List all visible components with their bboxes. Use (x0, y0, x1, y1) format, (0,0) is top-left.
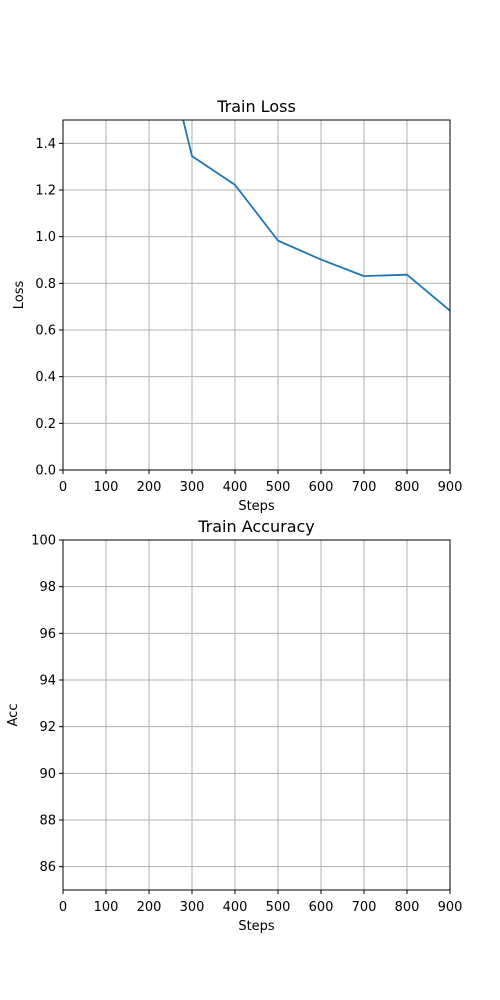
loss-y-axis-label: Loss (12, 281, 27, 310)
loss-x-tick-label: 500 (266, 480, 291, 495)
accuracy-x-tick-label: 200 (137, 900, 162, 915)
loss-y-tick-label: 1.0 (35, 230, 56, 245)
loss-y-ticks: 0.0 0.2 0.4 0.6 0.8 1.0 1.2 1.4 (35, 137, 63, 479)
loss-y-tick-label: 0.2 (35, 417, 56, 432)
accuracy-x-tick-label: 100 (94, 900, 119, 915)
accuracy-y-tick-label: 100 (31, 534, 56, 549)
loss-grid (62, 120, 451, 471)
loss-x-tick-label: 300 (180, 480, 205, 495)
accuracy-x-tick-label: 700 (352, 900, 377, 915)
accuracy-chart-title: Train Accuracy (197, 517, 315, 536)
accuracy-y-tick-label: 98 (39, 580, 56, 595)
accuracy-x-tick-label: 500 (266, 900, 291, 915)
accuracy-y-tick-label: 86 (39, 860, 56, 875)
accuracy-y-tick-label: 88 (39, 814, 56, 829)
loss-x-tick-label: 0 (59, 480, 67, 495)
accuracy-plot-frame (62, 539, 451, 891)
accuracy-y-tick-label: 90 (39, 767, 56, 782)
loss-x-tick-label: 400 (223, 480, 248, 495)
loss-y-tick-label: 0.8 (35, 277, 56, 292)
loss-x-tick-label: 900 (438, 480, 463, 495)
loss-series-line (182, 120, 450, 312)
loss-chart: 0 100 200 300 400 500 600 700 800 900 0.00.20.40.… (12, 97, 463, 514)
loss-x-tick-label: 800 (395, 480, 420, 495)
loss-x-tick-label: 700 (352, 480, 377, 495)
loss-y-tick-label: 1.2 (35, 184, 56, 199)
loss-chart-title: Train Loss (216, 97, 296, 116)
accuracy-y-tick-label: 94 (39, 674, 56, 689)
accuracy-x-tick-label: 600 (309, 900, 334, 915)
loss-y-tick-label: 1.4 (35, 137, 56, 152)
accuracy-x-tick-label: 300 (180, 900, 205, 915)
accuracy-y-ticks: 86 88 90 92 94 96 98 100 (31, 534, 63, 875)
loss-y-tick-label: 0.4 (35, 370, 56, 385)
loss-y-tick-label: 0.0 (35, 464, 56, 479)
accuracy-x-tick-label: 900 (438, 900, 463, 915)
accuracy-x-axis-label: Steps (238, 919, 275, 934)
accuracy-x-tick-label: 400 (223, 900, 248, 915)
accuracy-x-tick-label: 0 (59, 900, 67, 915)
accuracy-y-tick-label: 92 (39, 720, 56, 735)
accuracy-y-axis-label: Acc (6, 704, 21, 727)
loss-x-tick-label: 600 (309, 480, 334, 495)
loss-x-axis-label: Steps (238, 499, 275, 514)
accuracy-grid (62, 539, 451, 890)
accuracy-y-tick-label: 96 (39, 627, 56, 642)
accuracy-x-tick-label: 800 (395, 900, 420, 915)
loss-x-ticks: 0 100 200 300 400 500 600 700 800 900 (59, 470, 463, 495)
loss-y-tick-label: 0.6 (35, 324, 56, 339)
accuracy-chart: 0 100 200 300 400 500 600 700 800 900 86 88 90 92 94 9… (6, 517, 462, 934)
loss-x-tick-label: 100 (94, 480, 119, 495)
accuracy-x-ticks: 0 100 200 300 400 500 600 700 800 900 (59, 890, 463, 915)
loss-series-group (182, 120, 450, 312)
loss-x-tick-label: 200 (137, 480, 162, 495)
loss-plot-frame (62, 119, 451, 471)
